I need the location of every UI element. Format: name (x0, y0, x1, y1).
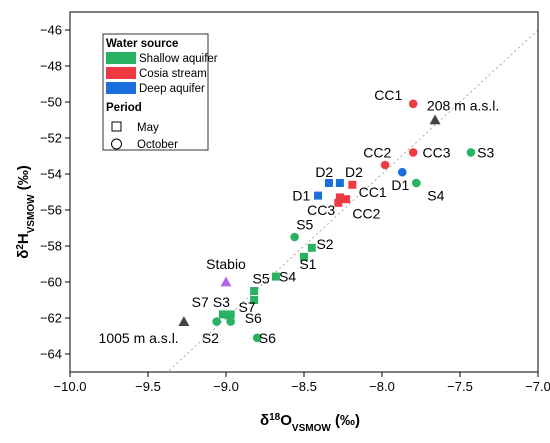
point-label-s4: S4 (427, 188, 444, 204)
y-tick-label: −54 (40, 167, 62, 182)
cc1-point (408, 99, 418, 109)
y-tick-label: −48 (40, 59, 62, 74)
point-label-d2: D2 (345, 164, 363, 180)
d2-point (335, 179, 344, 187)
point-label-s7: S7 (238, 299, 255, 315)
legend-title-period: Period (106, 102, 142, 114)
point-label-s5: S5 (296, 216, 313, 232)
legend-square-marker (111, 121, 122, 132)
unlabeled-point (335, 193, 344, 202)
legend-swatch (106, 52, 136, 64)
point-label-d1: D1 (292, 188, 310, 204)
s4-point (412, 178, 421, 188)
point-label-cc3: CC3 (307, 202, 335, 218)
s7-point (218, 310, 227, 319)
s6-point (252, 333, 262, 343)
legend-swatch (106, 82, 136, 94)
x-tick-label: −9.5 (135, 379, 161, 394)
point-label-cc3: CC3 (423, 144, 451, 160)
cc2-point (342, 195, 351, 204)
point-label-s2: S2 (202, 330, 219, 346)
point-label-s7: S7 (192, 294, 209, 310)
s5-point (290, 232, 299, 242)
gmwl-line (166, 29, 538, 372)
s5-point (250, 287, 259, 295)
points-layer (178, 99, 476, 343)
y-tick-label: −46 (40, 23, 62, 38)
point-label-s6: S6 (245, 310, 262, 326)
y-tick-label: −60 (40, 275, 62, 290)
legend-source-label: Cosia stream (139, 68, 207, 80)
point-label-1005-m-a-s-l-: 1005 m a.s.l. (99, 330, 179, 346)
s4-point (271, 272, 280, 281)
point-label-s2: S2 (316, 236, 333, 252)
208-m-a-s-l--point (429, 114, 441, 125)
x-tick-label: −7.5 (447, 379, 473, 394)
stabio-point (220, 276, 232, 287)
point-label-stabio: Stabio (206, 256, 246, 272)
legend-swatch (106, 67, 136, 79)
point-label-cc2: CC2 (363, 144, 391, 160)
point-label-d2: D2 (315, 164, 333, 180)
s3-point (466, 148, 476, 157)
d2-point (324, 179, 333, 187)
x-tick-label: −9.0 (213, 379, 239, 394)
point-label-cc1: CC1 (359, 184, 387, 200)
y-tick-label: −62 (40, 311, 62, 326)
point-label-s1: S1 (299, 256, 316, 272)
point-label-d1: D1 (391, 177, 409, 193)
y-tick-label: −52 (40, 131, 62, 146)
s1-point (300, 252, 308, 261)
cc3-point (408, 148, 418, 157)
x-axis-title: δ18OVSMOW (‰) (260, 412, 360, 434)
cc1-point (348, 180, 357, 189)
cc2-point (380, 160, 390, 170)
legend-circle-marker (111, 138, 122, 150)
point-label-s3: S3 (213, 294, 230, 310)
s3-point (226, 317, 235, 326)
x-tick-label: −7.0 (525, 379, 550, 394)
cc3-point (334, 198, 343, 207)
y-tick-label: −58 (40, 239, 62, 254)
y-tick-label: −50 (40, 95, 62, 110)
point-label-cc1: CC1 (374, 87, 402, 103)
legend-source-label: Shallow aquifer (139, 53, 218, 65)
legend-period-label: May (137, 122, 159, 134)
point-label-s3: S3 (477, 144, 494, 160)
point-label-s5: S5 (253, 270, 270, 286)
legend: Water source Shallow aquifer Cosia stream D… (102, 33, 218, 151)
1005-m-a-s-l--point (178, 316, 190, 326)
point-label-s4: S4 (279, 269, 296, 285)
point-label-cc2: CC2 (352, 206, 380, 222)
s2-point (212, 317, 221, 326)
point-label-208-m-a-s-l-: 208 m a.s.l. (427, 98, 499, 114)
s6-point (250, 296, 259, 304)
point-label-s6: S6 (259, 330, 276, 346)
unlabeled-point (226, 310, 235, 319)
y-tick-label: −56 (40, 203, 62, 218)
x-tick-label: −10.0 (54, 379, 87, 394)
x-tick-label: −8.0 (369, 379, 395, 394)
d1-point (314, 191, 323, 200)
gmwl-line-layer (166, 29, 538, 372)
x-tick-label: −8.5 (291, 379, 317, 394)
s2-point (307, 243, 316, 252)
d1-point (397, 167, 407, 177)
axes-layer: −10.0 −9.5 −9.0 −8.5 −8.0 −7.5 −7.0 −64 −62 −60 −5… (40, 11, 550, 394)
y-tick-label: −64 (40, 347, 62, 362)
legend-source-label: Deep aquifer (139, 83, 205, 95)
y-axis-title: δ2HVSMOW (‰) (15, 165, 37, 259)
legend-title-source: Water source (106, 38, 178, 50)
legend-period-label: October (137, 139, 178, 151)
